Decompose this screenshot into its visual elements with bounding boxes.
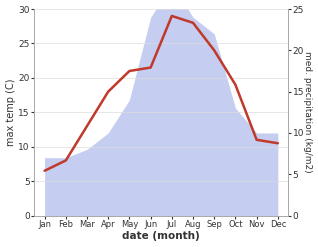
- Y-axis label: med. precipitation (kg/m2): med. precipitation (kg/m2): [303, 51, 313, 173]
- X-axis label: date (month): date (month): [122, 231, 200, 242]
- Y-axis label: max temp (C): max temp (C): [5, 79, 16, 146]
